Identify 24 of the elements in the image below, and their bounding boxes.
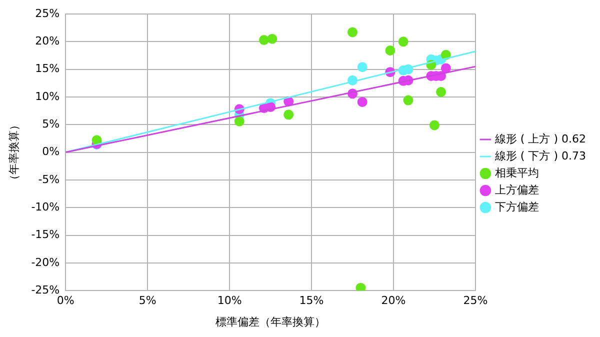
y-tick-label: 5% (42, 118, 60, 130)
x-axis-title: 標準偏差（年率換算） (216, 315, 326, 328)
x-tick-label: 15% (299, 294, 324, 308)
y-tick-label: -15% (31, 228, 60, 242)
y-tick-label: -25% (31, 283, 60, 296)
y-tick-label: 20% (35, 34, 60, 48)
y-tick-label: -20% (31, 256, 60, 269)
legend-label: 相乗平均 (494, 166, 539, 180)
y-tick-label: 15% (35, 62, 60, 76)
y-tick-label: -10% (31, 200, 60, 214)
legend-label: 下方偏差 (494, 200, 539, 214)
x-tick-label: 20% (381, 294, 406, 308)
x-tick-label: 5% (138, 294, 156, 308)
legend-label: 線形 ( 下方 ) 0.73 (494, 149, 586, 162)
x-tick-label: 10% (217, 294, 242, 308)
y-tick-label: 25% (35, 6, 60, 20)
y-axis-title: （年率換算） (7, 119, 20, 186)
y-tick-label: -5% (38, 172, 60, 186)
y-tick-label: 0% (42, 145, 60, 158)
x-tick-label: 25% (463, 294, 488, 308)
y-tick-label: 10% (35, 90, 60, 103)
legend-label: 上方偏差 (494, 183, 539, 196)
x-tick-label: 0% (56, 294, 74, 308)
legend-label: 線形 ( 上方 ) 0.62 (494, 132, 586, 146)
